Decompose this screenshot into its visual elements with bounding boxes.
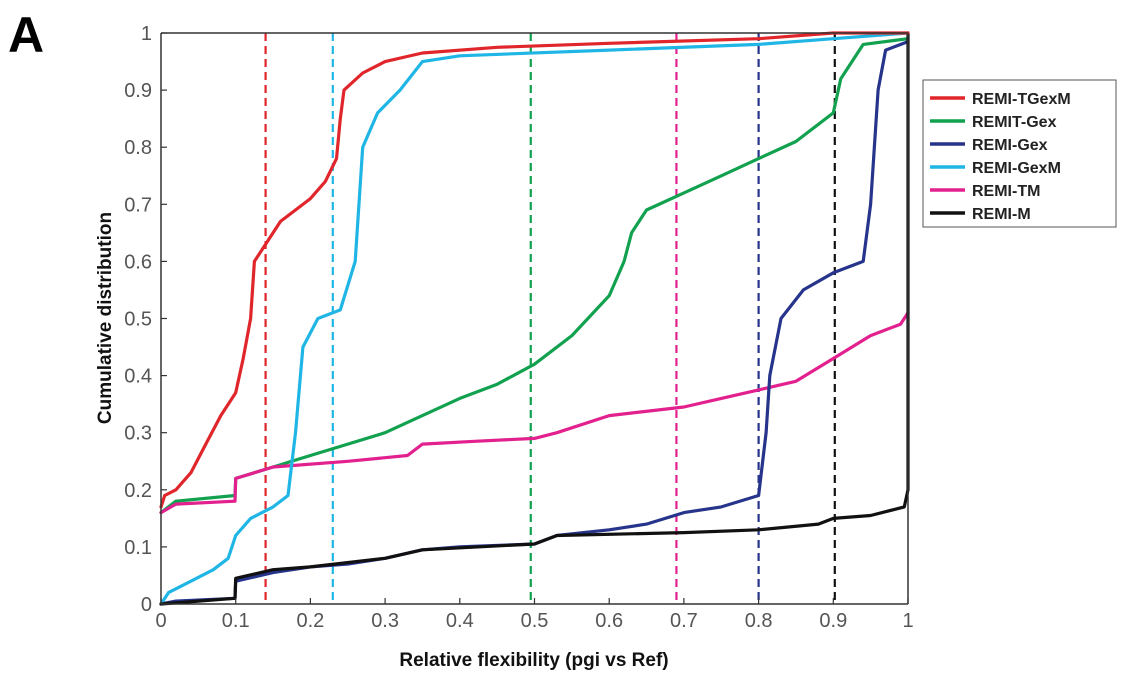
y-ticks: 0 0.1 0.2 0.3 0.4 0.5 0.6 0.7 0.8 0.9 1 [124,23,167,616]
x-ticks: 0 0.1 0.2 0.3 0.4 0.5 0.6 0.7 0.8 0.9 1 [155,598,914,632]
x-tick-label: 0.1 [222,610,250,632]
series-line-remi-tgexm [159,31,910,509]
x-tick-label: 1 [902,610,913,632]
series-line-remi-gexm [159,31,910,606]
legend-label: REMI-Gex [972,137,1048,154]
legend-box [922,79,1117,228]
x-tick-label: 0.2 [296,610,324,632]
legend: REMI-TGexM REMIT-Gex REMI-Gex REMI-GexM REMI… [922,79,1117,228]
y-tick-label: 0.5 [124,309,152,331]
x-tick-label: 0.3 [371,610,399,632]
x-tick-label: 0.7 [670,610,698,632]
y-tick-label: 1 [141,23,152,45]
y-tick-label: 0.7 [124,194,152,216]
legend-label: REMIT-Gex [972,114,1057,131]
series-line-remi-m [159,31,910,606]
y-tick-label: 0.1 [124,537,152,559]
x-tick-label: 0 [155,610,166,632]
legend-label: REMI-M [972,206,1031,223]
y-tick-label: 0.9 [124,80,152,102]
y-tick-label: 0.2 [124,480,152,502]
y-tick-label: 0.6 [124,251,152,273]
x-axis-title: Relative flexibility (pgi vs Ref) [399,650,668,671]
y-axis-title: Cumulative distribution [95,212,116,424]
x-tick-label: 0.8 [745,610,773,632]
median-lines [264,33,836,604]
legend-label: REMI-GexM [972,160,1061,177]
axes [160,32,909,605]
x-tick-label: 0.4 [446,610,474,632]
x-tick-label: 0.9 [819,610,847,632]
y-tick-label: 0.8 [124,137,152,159]
series-lines [159,31,910,606]
panel-label: A [8,7,44,63]
y-tick-label: 0.4 [124,366,152,388]
x-tick-label: 0.6 [595,610,623,632]
y-tick-label: 0 [141,594,152,616]
legend-label: REMI-TGexM [972,91,1071,108]
legend-label: REMI-TM [972,183,1040,200]
series-line-remi-gex [159,39,910,606]
series-line-remit-gex [159,37,910,515]
x-tick-label: 0.5 [521,610,549,632]
series-line-remi-tm [159,311,910,515]
y-tick-label: 0.3 [124,423,152,445]
